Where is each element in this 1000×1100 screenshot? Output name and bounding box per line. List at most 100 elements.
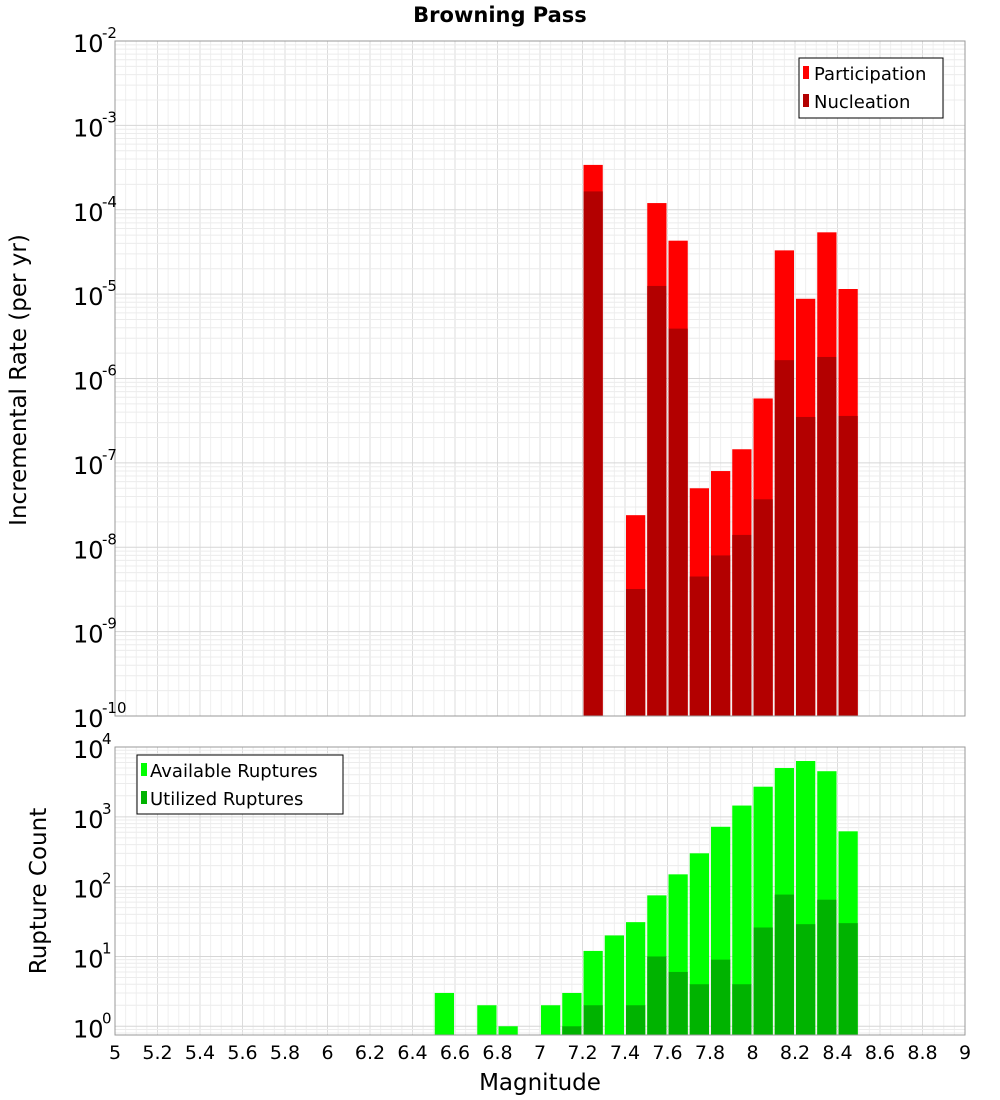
x-tick-label: 5.6 bbox=[227, 1042, 257, 1064]
top-bar-nucleation bbox=[817, 356, 837, 716]
bottom-bar-available-ruptures bbox=[477, 1005, 497, 1035]
x-tick-label: 6.6 bbox=[440, 1042, 470, 1064]
bottom-y-tick-exp: 2 bbox=[102, 870, 112, 888]
top-y-tick: 10-10 bbox=[73, 699, 127, 733]
x-tick-label: 8.4 bbox=[822, 1042, 852, 1064]
bottom-y-tick-exp: 0 bbox=[102, 1009, 112, 1027]
top-y-tick-exp: -5 bbox=[102, 277, 117, 295]
top-bar-nucleation bbox=[711, 555, 731, 716]
bottom-bar-utilized-ruptures bbox=[796, 924, 816, 1035]
x-tick-label: 6.2 bbox=[355, 1042, 385, 1064]
bottom-plot-bars bbox=[434, 761, 858, 1035]
bottom-bar-available-ruptures bbox=[604, 935, 624, 1035]
top-y-tick-exp: -6 bbox=[102, 362, 117, 380]
bottom-bar-utilized-ruptures bbox=[689, 984, 709, 1035]
bottom-bar-utilized-ruptures bbox=[583, 1005, 603, 1035]
bottom-plot-frame bbox=[114, 746, 966, 1036]
bottom-bar-utilized-ruptures bbox=[774, 894, 794, 1035]
x-tick-label: 5 bbox=[109, 1042, 121, 1064]
bottom-bar-utilized-ruptures bbox=[838, 923, 858, 1035]
bottom-y-axis-label: Rupture Count bbox=[26, 808, 52, 974]
x-tick-label: 8.8 bbox=[907, 1042, 937, 1064]
bottom-bar-utilized-ruptures bbox=[647, 956, 667, 1035]
bottom-y-tick-exp: 4 bbox=[102, 730, 112, 748]
x-tick-label: 6.4 bbox=[397, 1042, 427, 1064]
x-tick-label: 8.2 bbox=[780, 1042, 810, 1064]
top-y-tick-base: 10 bbox=[73, 30, 104, 58]
bottom-y-tick-base: 10 bbox=[73, 876, 104, 904]
top-y-axis-label: Incremental Rate (per yr) bbox=[6, 234, 32, 526]
bottom-bar-utilized-ruptures bbox=[562, 1026, 582, 1035]
top-y-tick-base: 10 bbox=[73, 283, 104, 311]
top-y-tick: 10-7 bbox=[73, 446, 117, 480]
top-y-tick-base: 10 bbox=[73, 621, 104, 649]
x-tick-labels: 5 5.2 5.4 5.6 5.8 6 6.2 6.4 6.6 6.8 7 7.2 7.4 7.6 7.8 8… bbox=[109, 1042, 971, 1064]
top-y-tick-base: 10 bbox=[73, 114, 104, 142]
legend-swatch-participation bbox=[803, 66, 809, 79]
x-axis-label: Magnitude bbox=[479, 1070, 601, 1096]
legend-label-nucleation: Nucleation bbox=[814, 92, 910, 113]
bottom-y-tick-base: 10 bbox=[73, 736, 104, 764]
x-tick-label: 7.8 bbox=[695, 1042, 725, 1064]
top-y-tick: 10-5 bbox=[73, 277, 117, 311]
top-y-tick-exp: -7 bbox=[102, 446, 117, 464]
top-bar-nucleation bbox=[796, 416, 816, 716]
top-y-tick-exp: -4 bbox=[102, 193, 117, 211]
x-tick-label: 8.6 bbox=[865, 1042, 895, 1064]
bottom-bar-available-ruptures bbox=[562, 992, 582, 1035]
top-y-tick: 10-8 bbox=[73, 530, 117, 564]
bottom-bar-utilized-ruptures bbox=[732, 984, 752, 1035]
legend-label-available: Available Ruptures bbox=[150, 761, 318, 782]
top-y-tick: 10-4 bbox=[73, 193, 117, 227]
bottom-bar-utilized-ruptures bbox=[753, 927, 773, 1035]
bottom-bar-utilized-ruptures bbox=[668, 971, 688, 1035]
top-y-tick-exp: -3 bbox=[102, 108, 117, 126]
x-tick-label: 8 bbox=[746, 1042, 758, 1064]
bottom-y-tick: 101 bbox=[73, 939, 112, 973]
bottom-y-tick-base: 10 bbox=[73, 1015, 104, 1043]
x-tick-label: 5.2 bbox=[142, 1042, 172, 1064]
bottom-y-tick: 102 bbox=[73, 870, 112, 904]
top-bar-nucleation bbox=[689, 576, 709, 716]
top-bar-nucleation bbox=[626, 589, 646, 716]
x-tick-label: 7 bbox=[534, 1042, 546, 1064]
bottom-legend-box bbox=[136, 754, 344, 815]
bottom-bar-available-ruptures bbox=[498, 1026, 518, 1035]
bottom-y-tick-base: 10 bbox=[73, 806, 104, 834]
top-y-tick-exp: -8 bbox=[102, 530, 117, 548]
x-tick-label: 6 bbox=[321, 1042, 333, 1064]
top-plot-frame bbox=[114, 40, 966, 717]
top-y-tick: 10-6 bbox=[73, 362, 117, 396]
top-legend: Participation Nucleation bbox=[798, 57, 944, 119]
top-y-tick-base: 10 bbox=[73, 199, 104, 227]
x-tick-label: 5.8 bbox=[270, 1042, 300, 1064]
bottom-y-tick: 100 bbox=[73, 1009, 112, 1043]
top-bar-nucleation bbox=[583, 191, 603, 717]
top-bar-nucleation bbox=[753, 499, 773, 716]
bottom-bar-utilized-ruptures bbox=[626, 1005, 646, 1035]
legend-label-utilized: Utilized Ruptures bbox=[150, 789, 303, 810]
top-y-tick: 10-2 bbox=[73, 24, 117, 58]
bottom-y-tick-exp: 1 bbox=[102, 939, 112, 957]
bottom-legend: Available Ruptures Utilized Ruptures bbox=[136, 754, 344, 815]
top-bar-nucleation bbox=[838, 415, 858, 716]
bottom-bar-utilized-ruptures bbox=[711, 959, 731, 1035]
legend-swatch-available bbox=[141, 763, 147, 776]
top-bar-nucleation bbox=[732, 534, 752, 716]
bottom-bar-available-ruptures bbox=[434, 992, 454, 1035]
top-bar-nucleation bbox=[774, 360, 794, 716]
top-plot-grid bbox=[114, 40, 966, 717]
chart-title: Browning Pass bbox=[413, 3, 587, 27]
legend-swatch-nucleation bbox=[803, 94, 809, 107]
top-y-tick-base: 10 bbox=[73, 705, 104, 733]
top-y-tick-base: 10 bbox=[73, 452, 104, 480]
bottom-bar-available-ruptures bbox=[541, 1005, 561, 1035]
top-y-tick: 10-9 bbox=[73, 615, 117, 649]
legend-label-participation: Participation bbox=[814, 64, 926, 85]
top-y-tick-base: 10 bbox=[73, 368, 104, 396]
top-bar-nucleation bbox=[668, 328, 688, 716]
x-tick-label: 7.4 bbox=[610, 1042, 640, 1064]
bottom-bar-available-ruptures bbox=[732, 805, 752, 1035]
top-y-tick-exp: -10 bbox=[102, 699, 127, 717]
